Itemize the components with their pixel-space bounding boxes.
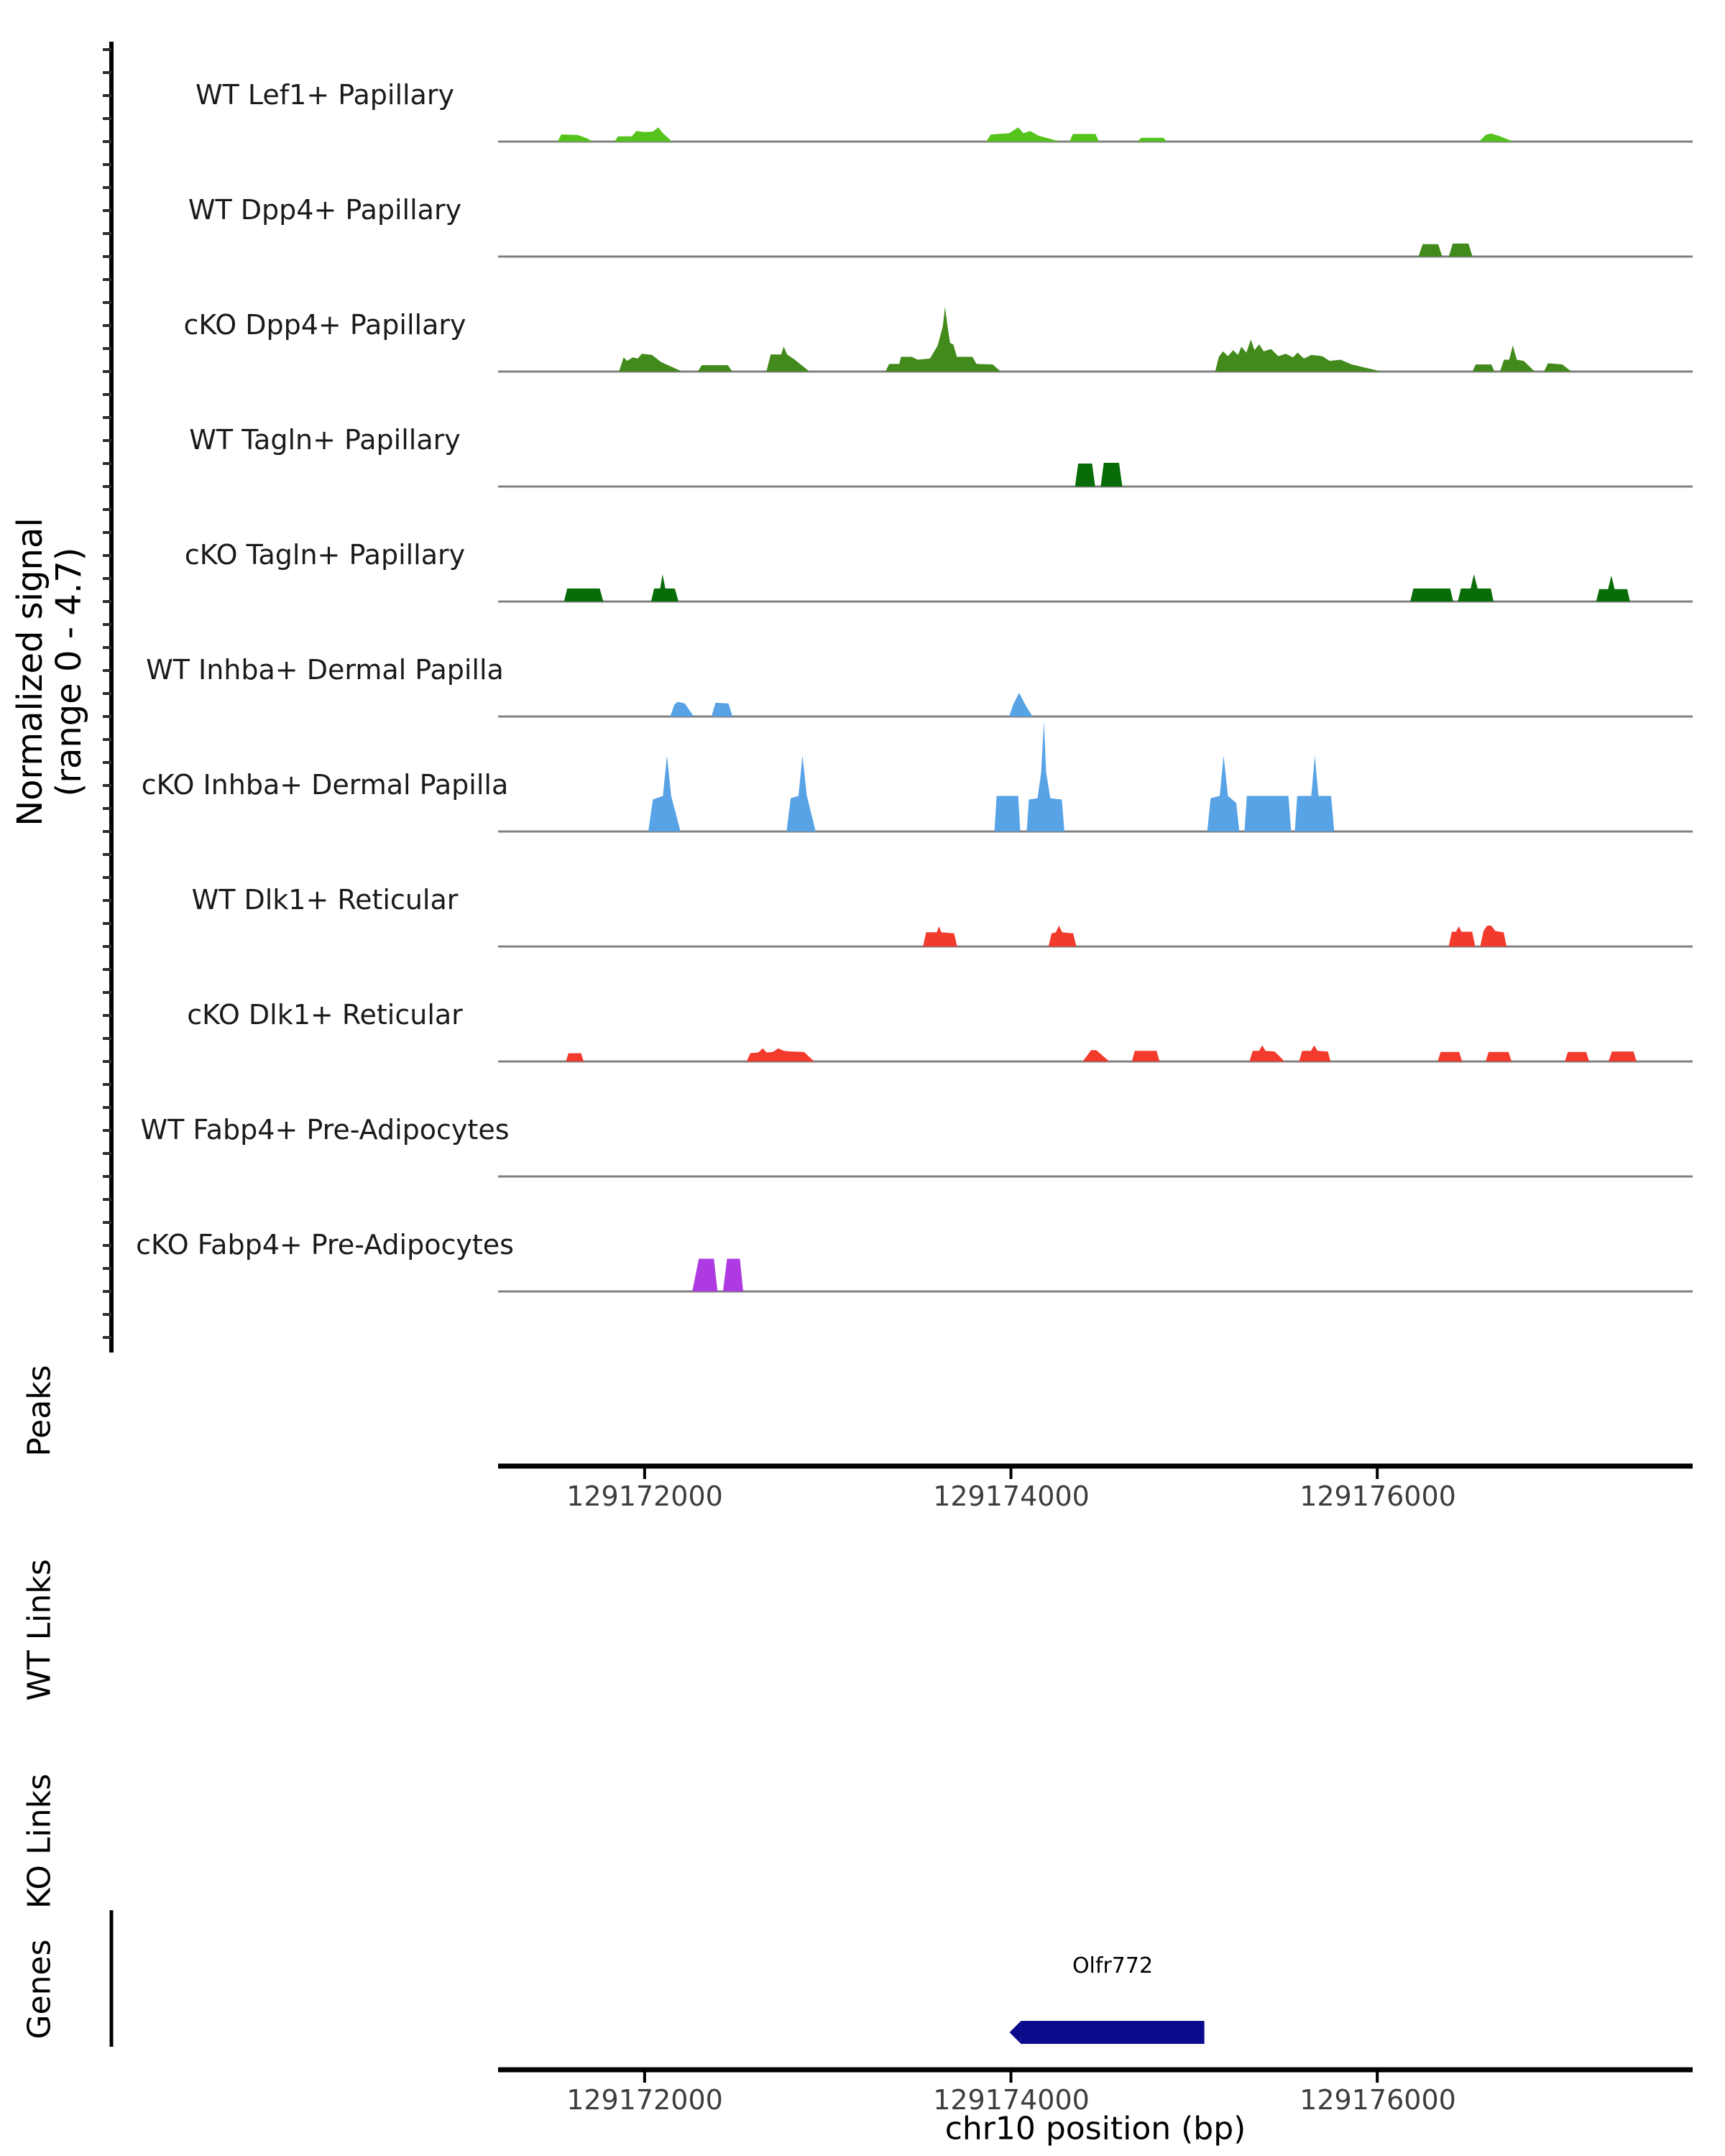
signal-peak — [1596, 575, 1630, 602]
section-label-peaks: Peaks — [21, 1365, 58, 1457]
signal-peak — [1100, 463, 1123, 487]
signal-peak — [1082, 1050, 1110, 1061]
signal-peak — [1410, 588, 1453, 602]
signal-peak — [1249, 1045, 1285, 1061]
section-label-wt-links: WT Links — [21, 1559, 58, 1701]
signal-peak — [1418, 244, 1443, 257]
gene-strand-arrow — [1009, 2021, 1021, 2044]
signal-peak — [692, 1258, 718, 1291]
signal-peak — [1207, 755, 1240, 831]
signal-peak — [1448, 926, 1476, 946]
signal-peak — [1438, 1051, 1463, 1061]
track-label: cKO Dpp4+ Papillary — [183, 309, 466, 341]
track-label: cKO Tagln+ Papillary — [184, 539, 466, 571]
section-label-ko-links: KO Links — [21, 1773, 58, 1909]
signal-peak — [1486, 1051, 1512, 1061]
track-label: WT Inhba+ Dermal Papilla — [146, 654, 504, 686]
y-axis-label-line1: Normalized signal — [10, 517, 50, 826]
signal-peak — [1026, 721, 1064, 831]
signal-peak — [1137, 137, 1167, 142]
gene-body — [1021, 2021, 1205, 2044]
signal-peak — [619, 354, 683, 372]
signal-peak — [650, 574, 678, 602]
signal-peak — [1499, 345, 1535, 372]
signal-peak — [1448, 243, 1473, 257]
signal-peak — [614, 127, 673, 142]
signal-peak — [1299, 1045, 1331, 1061]
signal-peak — [566, 1053, 584, 1061]
signal-peak — [1215, 339, 1382, 372]
bottom-axis-tick-129176000: 129176000 — [1300, 2084, 1456, 2116]
signal-peak — [1544, 363, 1572, 372]
signal-peak — [1565, 1051, 1589, 1061]
signal-peak — [697, 365, 732, 372]
signal-peak — [557, 134, 593, 142]
track-label: WT Lef1+ Papillary — [196, 79, 454, 111]
y-axis-label-line2: (range 0 - 4.7) — [49, 547, 89, 797]
signal-peak — [923, 926, 957, 946]
track-label: WT Dlk1+ Reticular — [191, 884, 459, 916]
track-label: WT Tagln+ Papillary — [189, 424, 461, 456]
signal-peak — [711, 702, 733, 717]
signal-peak — [564, 588, 604, 602]
signal-peak — [1131, 1051, 1160, 1061]
signal-peak — [746, 1048, 814, 1061]
peaks-axis-tick-129176000: 129176000 — [1300, 1480, 1456, 1512]
track-label: cKO Fabp4+ Pre-Adipocytes — [136, 1229, 514, 1261]
track-label: cKO Inhba+ Dermal Papilla — [141, 769, 509, 801]
gene-name-label: Olfr772 — [1072, 1953, 1154, 1978]
signal-peak — [670, 701, 694, 717]
signal-peak — [1480, 926, 1507, 946]
signal-peak — [986, 127, 1060, 142]
signal-peak — [766, 346, 810, 372]
track-label: cKO Dlk1+ Reticular — [187, 999, 463, 1031]
signal-peak — [1478, 133, 1514, 142]
peaks-axis-tick-129174000: 129174000 — [933, 1480, 1090, 1512]
bottom-axis-tick-129174000: 129174000 — [933, 2084, 1090, 2116]
signal-peak — [1009, 693, 1033, 717]
peaks-axis-tick-129172000: 129172000 — [566, 1480, 723, 1512]
signal-peak — [1609, 1051, 1637, 1061]
signal-peak — [786, 755, 816, 831]
signal-peak — [722, 1258, 743, 1291]
signal-peak — [1458, 574, 1494, 602]
signal-peak — [1070, 134, 1099, 142]
signal-peak — [1048, 926, 1077, 946]
track-label: WT Fabp4+ Pre-Adipocytes — [140, 1114, 510, 1146]
signal-peak — [886, 307, 1001, 372]
signal-peak — [1472, 364, 1495, 372]
signal-peak — [648, 755, 681, 831]
x-axis-title: chr10 position (bp) — [944, 2110, 1246, 2147]
bottom-axis-tick-129172000: 129172000 — [566, 2084, 723, 2116]
track-label: WT Dpp4+ Papillary — [188, 194, 462, 226]
signal-peak — [1075, 464, 1095, 487]
signal-peak — [1244, 796, 1292, 831]
signal-peak — [1294, 755, 1335, 831]
signal-peak — [994, 796, 1021, 831]
section-label-genes: Genes — [21, 1939, 58, 2040]
